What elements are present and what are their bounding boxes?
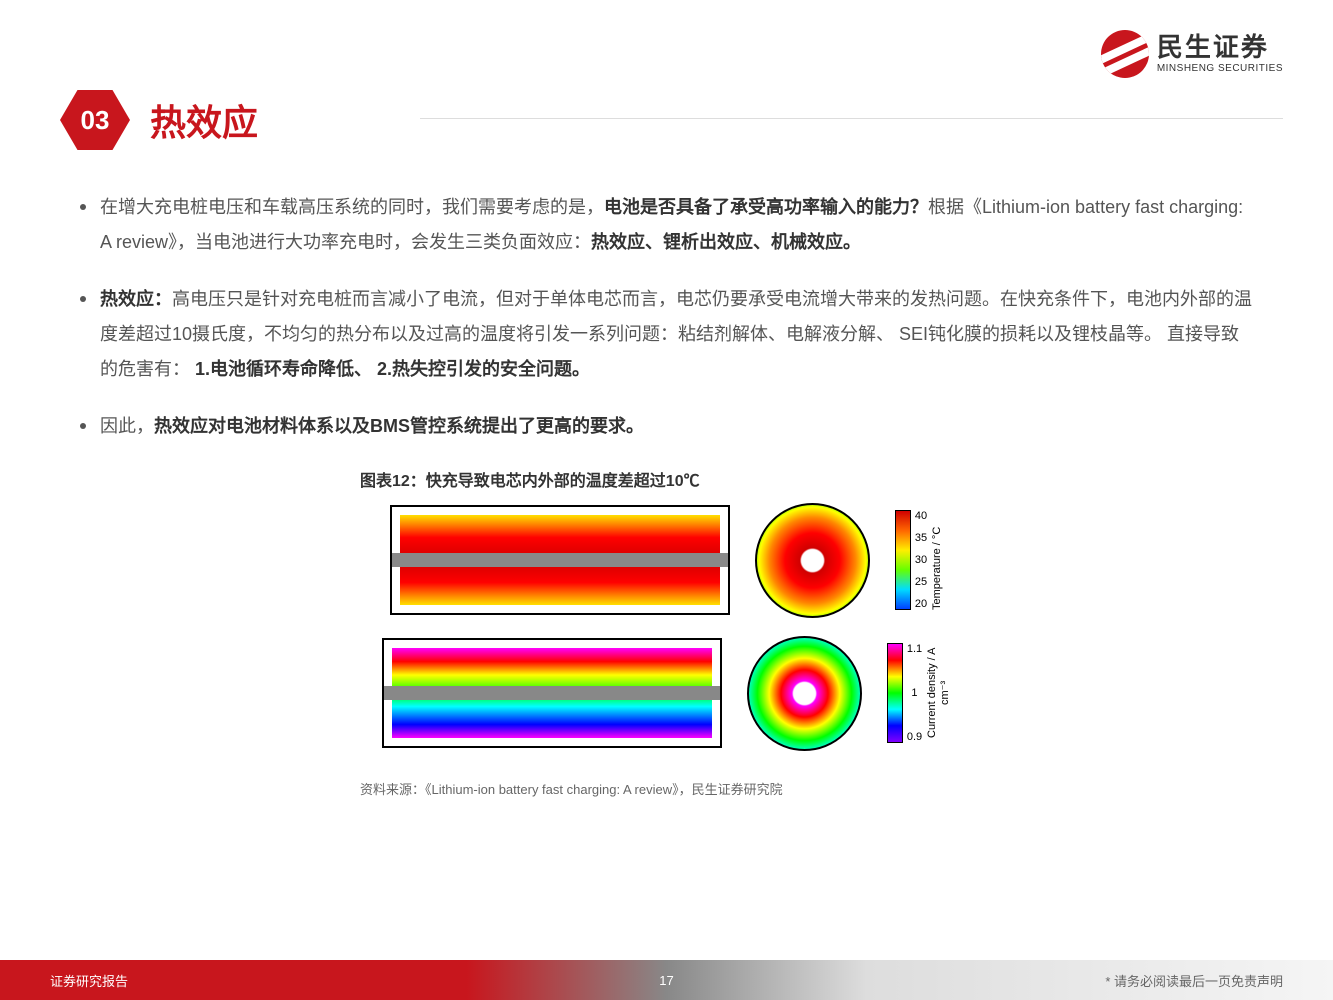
bullet-2: 热效应：高电压只是针对充电桩而言减小了电流，但对于单体电芯而言，电芯仍要承受电流… [80, 282, 1253, 387]
text-run: 因此， [100, 416, 154, 436]
footer-disclaimer: * 请务必阅读最后一页免责声明 [1105, 971, 1283, 990]
tick: 30 [915, 554, 927, 566]
figure-12: 图表12：快充导致电芯内外部的温度差超过10℃ 40 35 30 [80, 467, 1253, 798]
heatmap-row-temperature: 40 35 30 25 20 Temperature / °C [347, 503, 987, 618]
tick: 25 [915, 576, 927, 588]
figure-title: 图表12：快充导致电芯内外部的温度差超过10℃ [80, 467, 1253, 491]
text-run: 在增大充电桩电压和车载高压系统的同时，我们需要考虑的是， [100, 197, 604, 217]
colorbar-density: 1.1 1 0.9 Current density / A cm⁻³ [887, 636, 951, 751]
text-bold: 热效应： [100, 289, 172, 309]
logo-text-en: MINSHENG SECURITIES [1157, 64, 1283, 74]
bullet-1: 在增大充电桩电压和车载高压系统的同时，我们需要考虑的是，电池是否具备了承受高功率… [80, 190, 1253, 260]
section-number: 03 [81, 105, 110, 136]
colorbar-label: Current density / A cm⁻³ [926, 643, 951, 743]
cell-longitudinal-temp [390, 505, 730, 615]
text-bold: 热效应对电池材料体系以及BMS管控系统提出了更高的要求。 [154, 416, 644, 436]
tick: 35 [915, 532, 927, 544]
bullet-dot-icon [80, 204, 86, 210]
cell-cross-section-density [747, 636, 862, 751]
logo-mark-icon [1101, 30, 1149, 78]
brand-logo: 民生证券 MINSHENG SECURITIES [1101, 30, 1283, 78]
logo-text-cn: 民生证券 [1157, 34, 1283, 60]
figure-source: 资料来源：《Lithium-ion battery fast charging:… [80, 779, 1253, 798]
footer-page-number: 17 [659, 973, 673, 988]
cell-longitudinal-density [382, 638, 722, 748]
tick: 20 [915, 598, 927, 610]
cell-cross-section-temp [755, 503, 870, 618]
section-header: 03 热效应 [60, 90, 258, 150]
header-divider [420, 118, 1283, 119]
body-content: 在增大充电桩电压和车载高压系统的同时，我们需要考虑的是，电池是否具备了承受高功率… [0, 160, 1333, 798]
bullet-3: 因此，热效应对电池材料体系以及BMS管控系统提出了更高的要求。 [80, 409, 1253, 444]
bullet-dot-icon [80, 423, 86, 429]
tick: 0.9 [907, 731, 922, 743]
footer-left: 证券研究报告 [50, 971, 128, 990]
text-bold: 1.电池循环寿命降低、 2.热失控引发的安全问题。 [195, 359, 590, 379]
text-bold: 电池是否具备了承受高功率输入的能力？ [604, 197, 928, 217]
bullet-dot-icon [80, 296, 86, 302]
tick: 1 [907, 687, 922, 699]
section-number-badge: 03 [60, 90, 130, 150]
colorbar-temperature: 40 35 30 25 20 Temperature / °C [895, 503, 943, 618]
page-footer: 证券研究报告 17 * 请务必阅读最后一页免责声明 [0, 960, 1333, 1000]
tick: 40 [915, 510, 927, 522]
tick: 1.1 [907, 643, 922, 655]
section-title: 热效应 [150, 94, 258, 146]
heatmap-row-density: 1.1 1 0.9 Current density / A cm⁻³ [347, 636, 987, 751]
text-bold: 热效应、锂析出效应、机械效应。 [591, 232, 861, 252]
colorbar-label: Temperature / °C [931, 510, 943, 610]
